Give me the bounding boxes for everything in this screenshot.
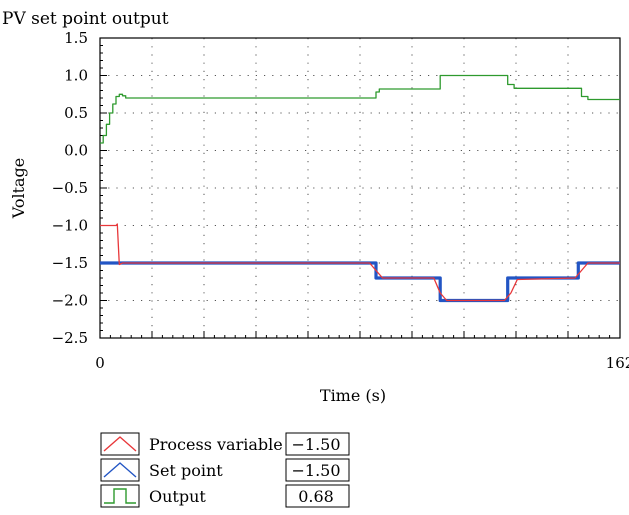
set-point-icon [103, 462, 137, 478]
readout-value: 0.68 [298, 487, 334, 506]
x-tick-label: 0 [95, 354, 105, 372]
output-icon [104, 488, 136, 504]
legend-swatch-box [100, 484, 140, 508]
minor-ticks [99, 37, 621, 339]
y-axis-label: Voltage [9, 158, 28, 220]
y-tick-label: 0.0 [64, 142, 88, 160]
series-line-output [100, 74, 620, 144]
grid [100, 38, 620, 338]
y-tick-label: 1.0 [64, 67, 88, 85]
legend-entry: Set point −1.50 [100, 458, 350, 482]
y-tick-label: −1.0 [52, 217, 88, 235]
legend-label: Process variable [149, 435, 283, 454]
legend-label: Output [149, 487, 206, 506]
readout-value: −1.50 [291, 435, 340, 454]
series-line-process-variable [100, 223, 620, 302]
x-tick-label: 162 [606, 354, 629, 372]
y-tick-label: −2.5 [52, 329, 88, 347]
y-axis-ticks: 1.5 1.0 0.5 0.0 −0.5 −1.0 −1.5 −2.0 −2.5 [52, 29, 88, 347]
chart-title: PV set point output [2, 9, 169, 29]
readout-box [285, 484, 350, 508]
readout-box [285, 432, 350, 456]
y-tick-label: −1.5 [52, 254, 88, 272]
legend-swatch-box [100, 458, 140, 482]
y-tick-label: −0.5 [52, 179, 88, 197]
x-axis-label: Time (s) [320, 386, 386, 405]
y-tick-label: 0.5 [64, 104, 88, 122]
legend-entry: Process variable −1.50 [100, 432, 350, 456]
y-tick-label: 1.5 [64, 29, 88, 47]
legend-label: Set point [149, 461, 223, 480]
series-group [100, 74, 620, 303]
legend-swatch-box [100, 432, 140, 456]
readout-value: −1.50 [291, 461, 340, 480]
process-variable-icon [103, 436, 137, 452]
y-tick-label: −2.0 [52, 292, 88, 310]
legend-entry: Output 0.68 [100, 484, 350, 508]
readout-box [285, 458, 350, 482]
x-axis-ticks: 0 162 [95, 354, 629, 372]
legend: Process variable −1.50 Set point −1.50 Outpu… [100, 432, 350, 508]
